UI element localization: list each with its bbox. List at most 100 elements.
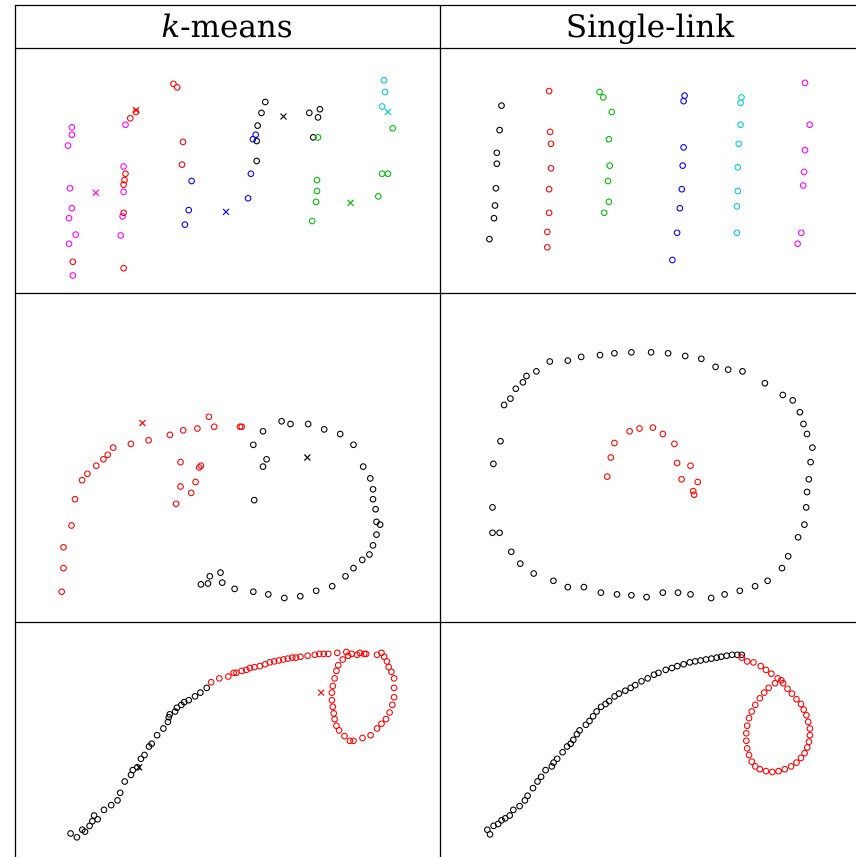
centroid-marker-red xyxy=(317,689,325,697)
data-point-black xyxy=(287,420,294,428)
data-point-red xyxy=(743,658,751,665)
data-point-black xyxy=(723,652,730,660)
data-point-black xyxy=(497,437,504,445)
data-point-red xyxy=(230,669,238,677)
data-point-red xyxy=(145,436,152,444)
data-point-black xyxy=(100,806,108,814)
data-point-black xyxy=(489,529,496,537)
data-point-black xyxy=(500,401,508,409)
data-point-red xyxy=(762,767,770,775)
data-point-red xyxy=(132,108,140,116)
data-point-black xyxy=(494,820,502,828)
data-point-red xyxy=(333,722,340,730)
data-point-black xyxy=(369,495,377,503)
data-point-red xyxy=(304,652,311,660)
data-point-black xyxy=(686,659,694,666)
data-point-red xyxy=(748,708,756,715)
data-point-black xyxy=(576,727,583,734)
data-point-black xyxy=(597,589,605,596)
data-point-black xyxy=(784,552,792,560)
data-point-cyan xyxy=(380,76,388,84)
data-point-red xyxy=(320,650,328,658)
data-point-cyan xyxy=(737,121,744,129)
data-point-blue xyxy=(680,144,687,151)
header-kmeans-prefix: k xyxy=(161,9,180,45)
data-point-black xyxy=(691,658,699,665)
data-point-red xyxy=(547,140,555,148)
data-point-black xyxy=(493,149,501,157)
data-point-red xyxy=(246,664,254,672)
data-point-black xyxy=(764,577,771,585)
data-point-black xyxy=(350,441,357,449)
data-point-red xyxy=(178,161,186,168)
data-point-black xyxy=(498,102,505,109)
data-point-red xyxy=(170,80,177,88)
data-point-red xyxy=(793,695,800,703)
data-point-black xyxy=(533,368,540,375)
data-point-magenta xyxy=(72,231,80,238)
data-point-red xyxy=(367,731,374,739)
data-point-black xyxy=(807,458,814,466)
data-point-black xyxy=(655,669,662,677)
scatter-panel-concentric-rings-k-means xyxy=(58,413,384,602)
data-point-black xyxy=(577,353,585,361)
data-point-black xyxy=(613,591,621,598)
data-point-black xyxy=(673,662,681,670)
data-point-red xyxy=(60,564,67,572)
data-point-red xyxy=(270,658,278,665)
data-point-blue xyxy=(252,131,260,139)
data-point-black xyxy=(486,235,493,243)
data-point-red xyxy=(626,427,633,435)
data-point-red xyxy=(805,738,813,746)
data-point-red xyxy=(545,185,553,193)
data-point-green xyxy=(604,177,612,185)
data-point-black xyxy=(712,363,719,371)
data-point-red xyxy=(328,689,336,696)
data-point-red xyxy=(346,737,354,745)
data-point-red xyxy=(671,440,678,448)
data-point-red xyxy=(179,138,187,146)
data-point-black xyxy=(263,455,270,463)
data-point-red xyxy=(787,763,795,770)
data-point-red xyxy=(386,709,393,716)
data-point-red xyxy=(545,209,553,217)
data-point-black xyxy=(674,589,682,596)
data-point-black xyxy=(519,378,527,386)
data-point-black xyxy=(569,736,577,744)
data-point-red xyxy=(543,228,551,236)
data-point-red xyxy=(742,729,750,737)
data-point-black xyxy=(249,441,257,449)
data-point-black xyxy=(537,773,545,781)
data-point-black xyxy=(114,797,121,804)
data-point-blue xyxy=(679,162,687,169)
data-point-black xyxy=(534,778,541,785)
data-point-black xyxy=(204,580,212,587)
data-point-red xyxy=(649,424,657,431)
data-point-magenta xyxy=(117,232,125,239)
data-point-red xyxy=(659,430,667,438)
data-point-red xyxy=(356,649,364,657)
data-point-green xyxy=(313,176,321,184)
data-point-red xyxy=(344,652,352,660)
data-point-red xyxy=(774,675,782,682)
data-point-black xyxy=(197,581,205,588)
data-point-black xyxy=(664,349,672,357)
data-point-magenta xyxy=(806,121,814,129)
data-point-black xyxy=(137,755,145,763)
scatter-panel-parallel-lines-k-means xyxy=(64,76,397,279)
data-point-black xyxy=(628,591,635,599)
data-point-magenta xyxy=(799,182,807,189)
data-point-green xyxy=(599,94,607,101)
data-point-black xyxy=(73,833,81,841)
data-point-black xyxy=(659,589,667,596)
data-point-black xyxy=(259,463,267,470)
data-point-red xyxy=(173,84,181,91)
data-point-black xyxy=(524,792,531,800)
data-point-black xyxy=(778,564,786,572)
data-point-magenta xyxy=(120,163,127,170)
centroid-marker-cyan xyxy=(384,108,392,116)
data-point-red xyxy=(207,678,215,686)
centroid-marker-black xyxy=(280,113,287,120)
plot-panels xyxy=(58,76,816,841)
data-point-red xyxy=(333,667,340,675)
